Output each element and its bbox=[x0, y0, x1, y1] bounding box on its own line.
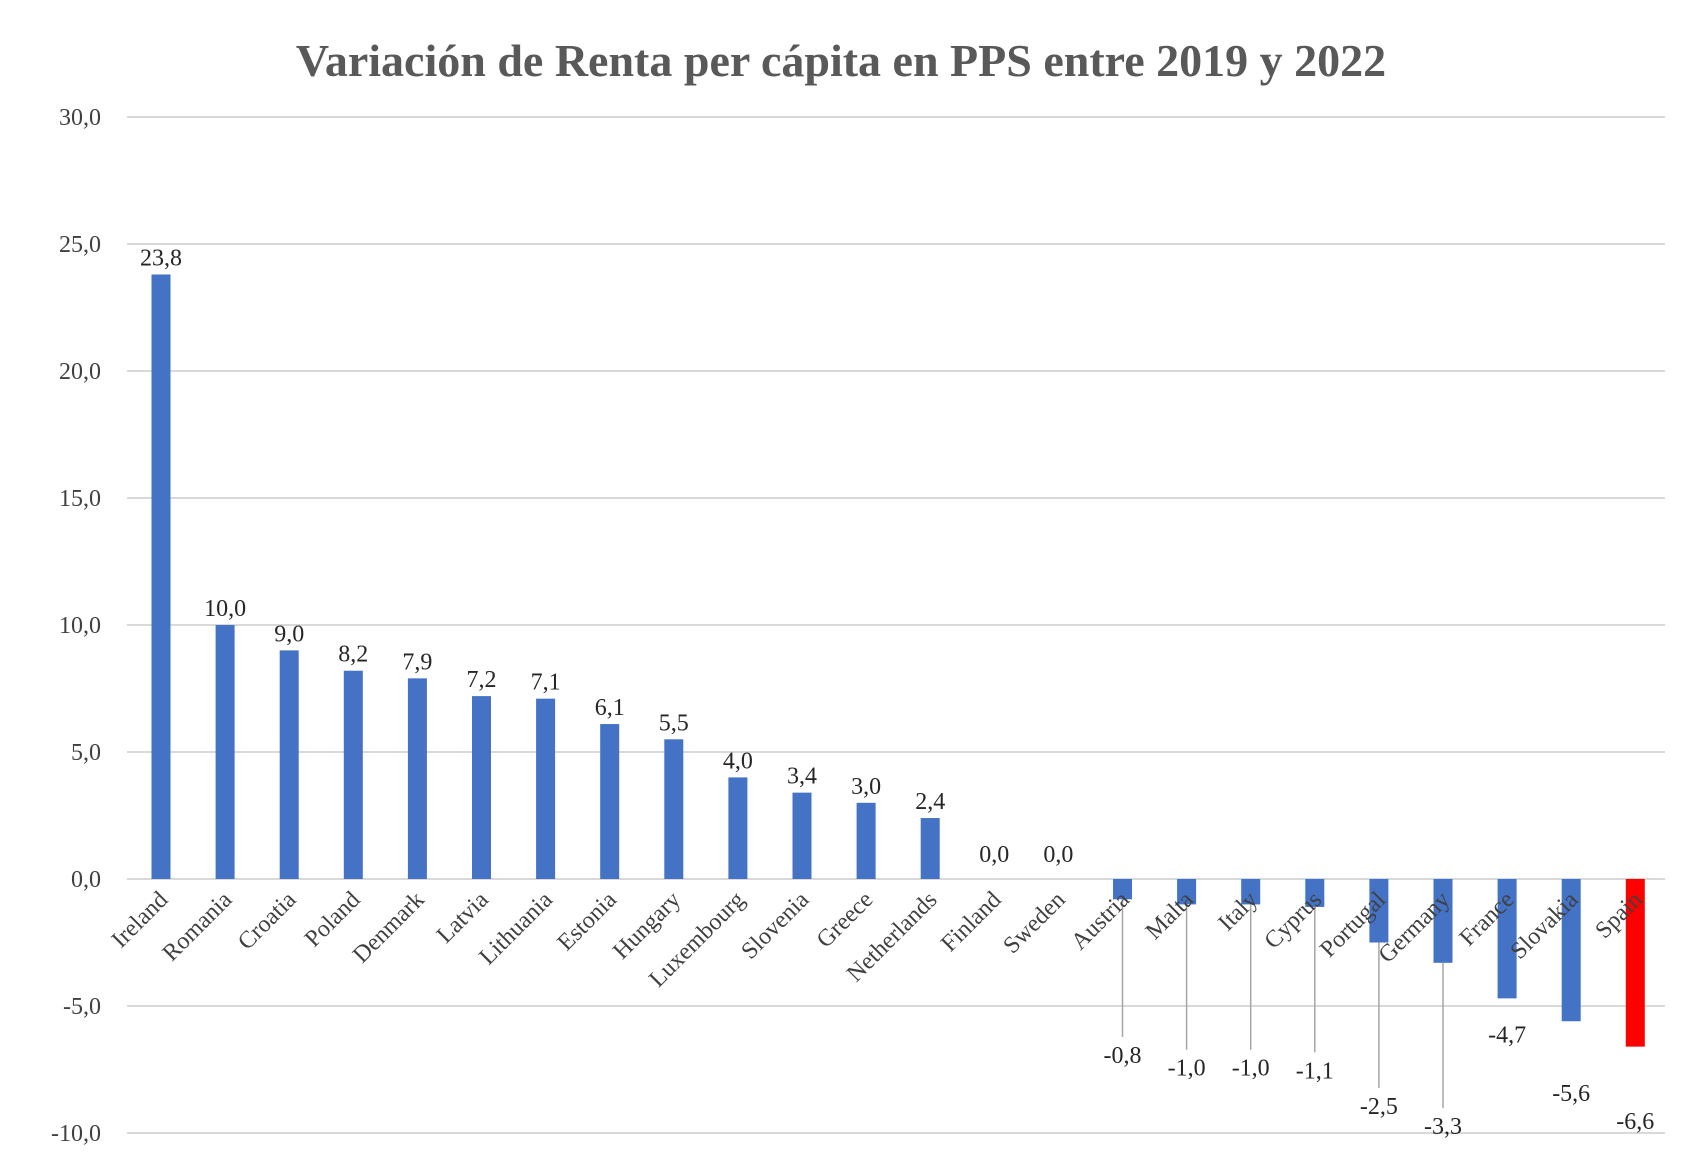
data-label-france: -4,7 bbox=[1488, 1023, 1526, 1049]
data-label-germany: -3,3 bbox=[1424, 1114, 1462, 1140]
data-label-luxembourg: 4,0 bbox=[723, 748, 753, 774]
bar-hungary bbox=[664, 739, 684, 879]
data-label-hungary: 5,5 bbox=[659, 710, 689, 736]
data-label-slovenia: 3,4 bbox=[787, 764, 817, 790]
category-label-latvia: Latvia bbox=[432, 887, 494, 949]
data-label-latvia: 7,2 bbox=[467, 667, 497, 693]
y-tick-label: 5,0 bbox=[71, 740, 101, 766]
bar-slovakia bbox=[1561, 879, 1581, 1022]
y-tick-label: -10,0 bbox=[51, 1121, 101, 1147]
data-label-sweden: 0,0 bbox=[1043, 842, 1073, 868]
bar-greece bbox=[856, 802, 876, 879]
bar-austria bbox=[1113, 879, 1132, 900]
y-tick-label: 15,0 bbox=[59, 486, 101, 512]
y-tick-label: 10,0 bbox=[59, 613, 101, 639]
bar-portugal bbox=[1369, 879, 1389, 943]
bar-italy bbox=[1241, 879, 1261, 905]
bar-denmark bbox=[407, 678, 427, 879]
data-label-finland: 0,0 bbox=[979, 842, 1009, 868]
data-label-cyprus: -1,1 bbox=[1296, 1058, 1334, 1084]
bar-latvia bbox=[472, 696, 491, 879]
category-label-finland: Finland bbox=[936, 887, 1006, 957]
category-label-romania: Romania bbox=[158, 887, 238, 967]
y-tick-label: 25,0 bbox=[59, 232, 101, 258]
category-label-denmark: Denmark bbox=[348, 887, 430, 969]
data-label-lithuania: 7,1 bbox=[531, 670, 561, 696]
bar-france bbox=[1497, 879, 1517, 999]
bar-poland bbox=[343, 670, 363, 879]
bar-germany bbox=[1433, 879, 1453, 963]
y-tick-label: 30,0 bbox=[59, 105, 101, 131]
data-label-slovakia: -5,6 bbox=[1552, 1081, 1590, 1107]
bar-spain bbox=[1625, 879, 1645, 1047]
data-label-ireland: 23,8 bbox=[140, 245, 182, 271]
data-label-greece: 3,0 bbox=[851, 774, 881, 800]
y-tick-label: 20,0 bbox=[59, 359, 101, 385]
data-label-portugal: -2,5 bbox=[1360, 1094, 1398, 1120]
data-label-netherlands: 2,4 bbox=[915, 789, 945, 815]
data-label-denmark: 7,9 bbox=[402, 649, 432, 675]
category-label-sweden: Sweden bbox=[999, 887, 1071, 959]
data-label-italy: -1,0 bbox=[1232, 1056, 1270, 1082]
bar-cyprus bbox=[1305, 879, 1325, 907]
bar-romania bbox=[215, 625, 235, 879]
bars bbox=[151, 274, 1645, 1047]
category-label-slovenia: Slovenia bbox=[736, 887, 814, 965]
data-labels: 23,8 10,0 9,0 8,2 7,9 7,2 7,1 6,1 5,5 4,0 3,4 3,0 2,… bbox=[140, 245, 1654, 1140]
bar-croatia bbox=[279, 650, 299, 879]
gridlines bbox=[127, 116, 1665, 1134]
y-axis-tick-labels: 30,0 25,0 20,0 15,0 10,0 5,0 0,0 -5,0 -10,0 bbox=[51, 105, 101, 1147]
bar-estonia bbox=[600, 724, 620, 879]
category-label-croatia: Croatia bbox=[233, 887, 302, 956]
category-label-austria: Austria bbox=[1066, 887, 1135, 956]
y-tick-label: -5,0 bbox=[63, 994, 101, 1020]
bar-slovenia bbox=[792, 792, 812, 879]
leader-lines bbox=[1121, 899, 1444, 1109]
data-label-estonia: 6,1 bbox=[595, 695, 625, 721]
data-label-spain: -6,6 bbox=[1616, 1109, 1654, 1135]
data-label-romania: 10,0 bbox=[204, 596, 246, 622]
data-label-croatia: 9,0 bbox=[274, 621, 304, 647]
data-label-austria: -0,8 bbox=[1104, 1043, 1142, 1069]
y-tick-label: 0,0 bbox=[71, 867, 101, 893]
bar-netherlands bbox=[920, 818, 940, 879]
bar-ireland bbox=[151, 274, 171, 880]
bar-malta bbox=[1177, 879, 1197, 905]
data-label-poland: 8,2 bbox=[338, 642, 368, 668]
bar-luxembourg bbox=[728, 777, 748, 879]
bar-lithuania bbox=[536, 698, 556, 879]
data-label-malta: -1,0 bbox=[1168, 1056, 1206, 1082]
chart-title: Variación de Renta per cápita en PPS ent… bbox=[296, 35, 1386, 86]
